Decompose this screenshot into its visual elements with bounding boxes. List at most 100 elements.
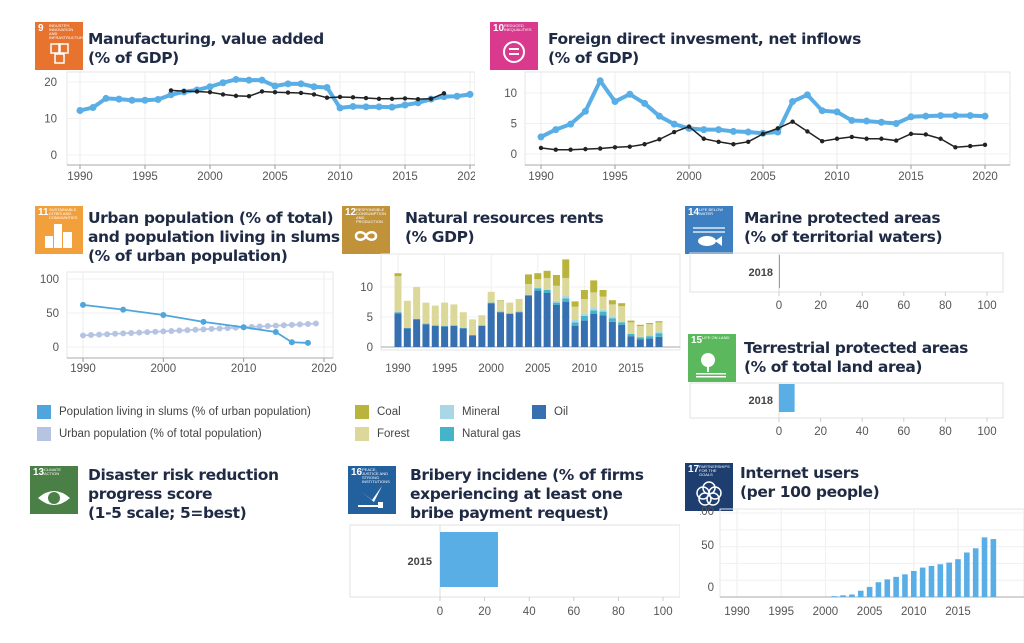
data-point <box>789 98 797 106</box>
data-point <box>968 143 973 149</box>
data-point <box>567 120 575 128</box>
fdi-title: Foreign direct invesment, net inflows (% … <box>548 30 861 68</box>
data-point <box>441 91 447 96</box>
bar-segment-oil <box>487 303 495 347</box>
bar-segment-mineral <box>655 332 663 334</box>
bar <box>849 594 855 597</box>
data-point <box>538 145 544 151</box>
x-tick-label: 2010 <box>327 171 353 183</box>
bar-segment-natural-gas <box>441 326 449 327</box>
y-tick-label: 5 <box>367 312 373 324</box>
data-point <box>112 330 119 337</box>
data-point <box>128 329 135 336</box>
x-tick-label: 1995 <box>432 363 458 375</box>
sdg-number: 17 <box>688 464 700 475</box>
data-point <box>246 94 252 99</box>
bar-segment-coal <box>599 290 607 297</box>
bar-segment-forest <box>580 299 588 314</box>
data-point <box>805 129 810 134</box>
x-tick-label: 2005 <box>750 171 776 183</box>
x-tick-label: 1990 <box>385 363 411 375</box>
legend-swatch <box>355 427 369 441</box>
title-line: and population living in slums <box>88 228 340 246</box>
data-point <box>598 146 603 151</box>
bar-segment-oil <box>655 336 663 347</box>
x-tick-label: 2000 <box>197 171 223 183</box>
bar-segment-natural-gas <box>543 290 551 293</box>
bar-segment-mineral <box>543 289 551 290</box>
sdg-label: LIFE ON LAND <box>702 335 730 340</box>
bar-segment-natural-gas <box>599 311 607 316</box>
data-point <box>76 106 84 114</box>
bar-segment-forest <box>441 302 449 326</box>
x-tick-label: 2000 <box>478 363 504 375</box>
bar-segment-mineral <box>636 336 644 338</box>
bar-segment-mineral <box>599 309 607 312</box>
bar-segment-natural-gas <box>562 298 570 302</box>
title-line: experiencing at least one <box>410 485 623 503</box>
x-tick-label: 100 <box>977 300 996 312</box>
data-point <box>938 136 943 141</box>
bar-segment-forest <box>469 319 477 335</box>
bar-segment-coal <box>636 324 644 326</box>
data-point <box>389 96 395 101</box>
category-label: 2018 <box>749 267 773 279</box>
x-tick-label: 2020 <box>972 171 998 183</box>
data-point <box>271 82 279 90</box>
x-tick-label: 1990 <box>528 171 554 183</box>
data-point <box>256 323 263 330</box>
data-point <box>120 330 127 337</box>
plot-frame <box>689 382 1004 419</box>
bar <box>440 532 498 587</box>
sdg-16-logo: 16 PEACE, JUSTICE AND STRONG INSTITUTIONS <box>348 466 396 514</box>
manufacturing-chart: 1990 1995 2000 2005 2010 2015 2020 0 10 20 <box>44 71 475 183</box>
bar-segment-oil <box>552 305 560 347</box>
rings-icon <box>696 481 722 506</box>
data-point <box>568 147 573 152</box>
data-point <box>907 113 915 121</box>
x-tick-label: 2015 <box>392 171 418 183</box>
bar-segment-oil <box>534 290 542 347</box>
bar-segment-oil <box>394 313 402 347</box>
bar-segment-natural-gas <box>534 288 542 291</box>
x-tick-label: 2000 <box>151 363 177 375</box>
data-point <box>337 94 343 100</box>
cubes-icon <box>50 43 69 64</box>
bar-segment-coal <box>543 270 551 278</box>
data-point <box>803 91 811 99</box>
bar-segment-forest <box>487 291 495 303</box>
data-point <box>376 96 382 101</box>
legend-item-forest: Forest <box>355 427 410 441</box>
data-point <box>715 126 723 134</box>
bar-segment-natural-gas <box>590 310 598 314</box>
legend-swatch <box>440 405 454 419</box>
data-point <box>537 133 545 141</box>
legend-label: Coal <box>377 406 401 418</box>
plot-frame <box>380 253 681 351</box>
data-point <box>583 146 588 152</box>
bar-segment-coal <box>627 320 635 323</box>
bar-segment-oil <box>469 335 477 347</box>
data-point <box>466 90 474 98</box>
sdg-label: LIFE BELOW WATER <box>699 207 724 216</box>
data-point <box>304 321 311 328</box>
data-point <box>388 103 396 111</box>
bar <box>902 574 908 597</box>
sdg-number: 13 <box>33 467 45 478</box>
data-point <box>923 132 928 137</box>
data-point <box>192 326 199 333</box>
y-tick-label: 100 <box>700 506 714 518</box>
data-point <box>848 116 856 124</box>
sdg-label: RESPONSIBLE CONSUMPTION AND PRODUCTION <box>356 207 386 224</box>
x-tick-label: 2005 <box>857 606 883 618</box>
bar-segment-natural-gas <box>571 322 579 326</box>
data-point <box>280 322 287 329</box>
title-line: Bribery incidene (% of firms <box>410 466 644 484</box>
series-line <box>82 303 308 344</box>
data-point <box>672 129 677 135</box>
data-point <box>981 112 989 120</box>
data-point <box>232 75 240 83</box>
data-point <box>744 128 752 136</box>
bar-segment-oil <box>636 339 644 347</box>
x-tick-label: 2020 <box>457 171 475 183</box>
